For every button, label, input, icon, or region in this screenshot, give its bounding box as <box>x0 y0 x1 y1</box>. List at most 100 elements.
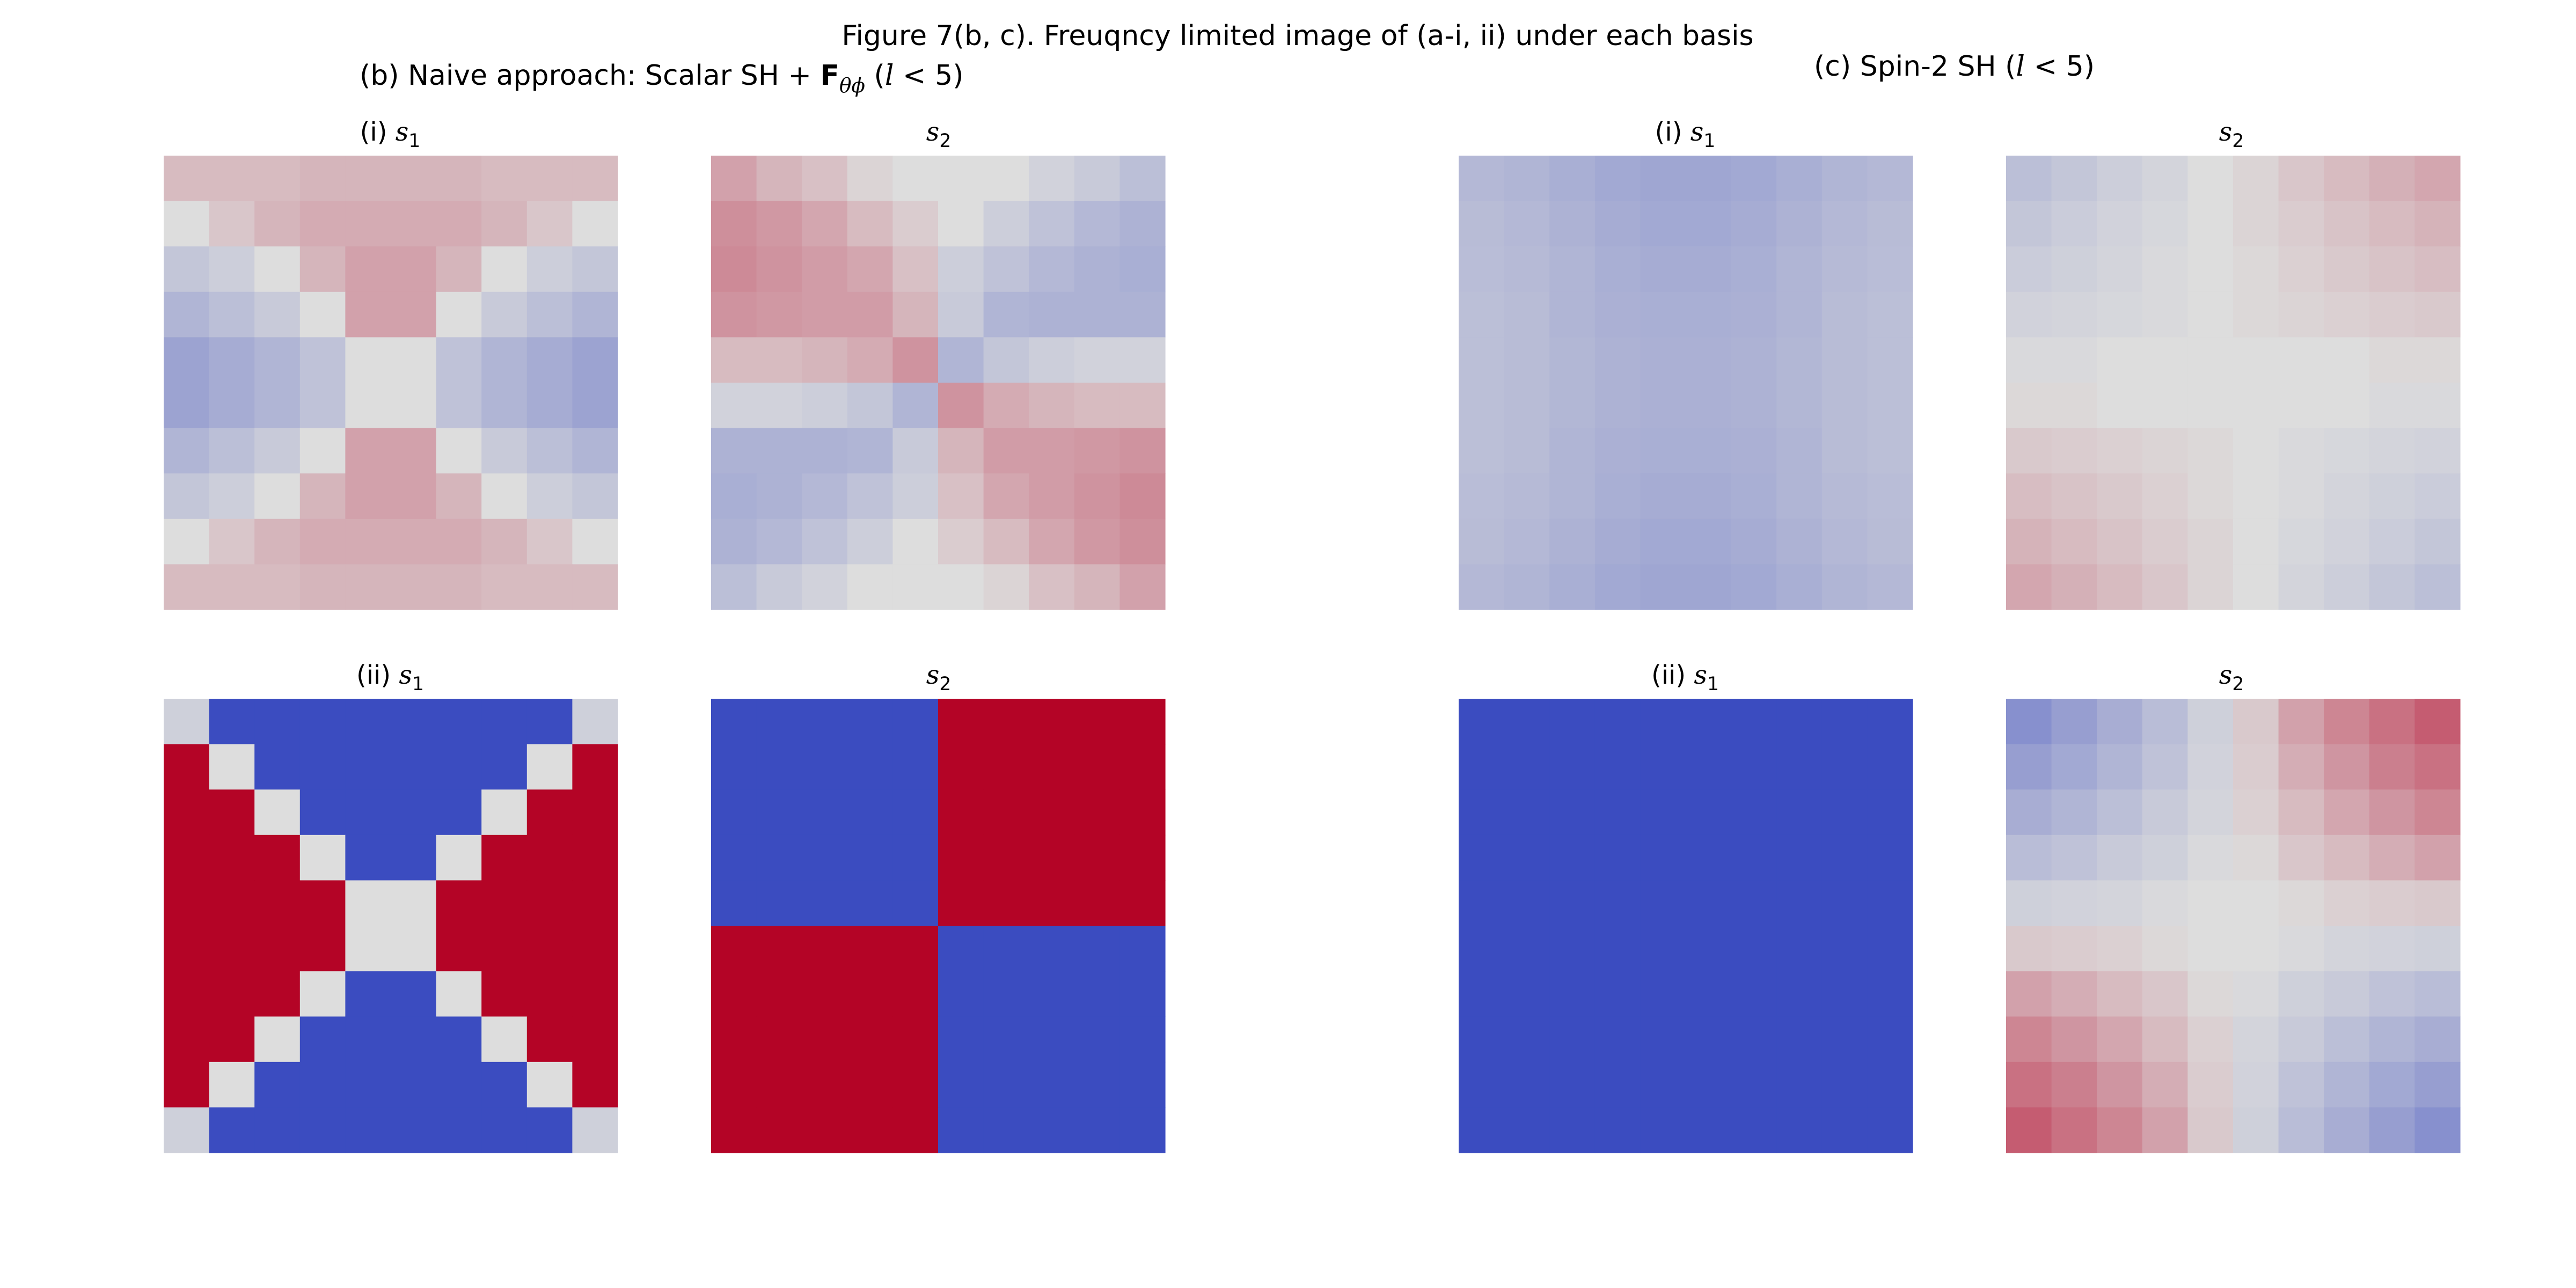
heatmap-cell <box>1074 246 1120 292</box>
heatmap-cell <box>892 835 939 881</box>
heatmap-cell <box>1731 291 1777 338</box>
heatmap-cell <box>391 291 437 338</box>
heatmap-cell <box>2369 699 2415 745</box>
heatmap-cell <box>2097 201 2143 247</box>
heatmap-cell <box>391 1062 437 1108</box>
heatmap-cell <box>2369 428 2415 474</box>
heatmap-cell <box>299 789 346 836</box>
heatmap-cell <box>526 1062 573 1108</box>
heatmap-cell <box>391 971 437 1017</box>
heatmap-cell <box>847 1062 893 1108</box>
heatmap-cell <box>1459 337 1505 383</box>
heatmap-cell <box>164 291 210 338</box>
heatmap-cell <box>938 337 984 383</box>
heatmap-cell <box>481 1107 528 1153</box>
heatmap-cell <box>847 156 893 202</box>
heatmap-cell <box>802 699 848 745</box>
heatmap-cell <box>572 1016 618 1063</box>
heatmap-cell <box>1074 473 1120 519</box>
heatmap-cell <box>1867 246 1913 292</box>
heatmap-cell <box>1776 156 1823 202</box>
heatmap-cell <box>1594 971 1641 1017</box>
heatmap-cell <box>1686 518 1732 565</box>
heatmap-cell <box>164 246 210 292</box>
heatmap-cell <box>2233 1107 2279 1153</box>
heatmap-panel-b-i-s2: s2 <box>711 117 1166 610</box>
heatmap-cell <box>164 699 210 745</box>
heatmap-cell <box>481 880 528 926</box>
heatmap-cell <box>938 428 984 474</box>
heatmap-cell <box>1549 1062 1596 1108</box>
heatmap-cell <box>2142 699 2188 745</box>
heatmap-cell <box>1119 835 1166 881</box>
heatmap-cell <box>1640 1016 1686 1063</box>
heatmap-cell <box>983 156 1029 202</box>
heatmap-cell <box>711 246 757 292</box>
heatmap-cell <box>2278 1107 2324 1153</box>
heatmap-cell <box>2006 156 2052 202</box>
heatmap-cell <box>2051 926 2097 972</box>
heatmap-cell <box>164 564 210 610</box>
heatmap-cell <box>1029 201 1075 247</box>
heatmap-cell <box>1459 201 1505 247</box>
heatmap-cell <box>802 971 848 1017</box>
heatmap-cell <box>756 1016 802 1063</box>
heatmap-cell <box>1074 835 1120 881</box>
heatmap-cell <box>345 337 391 383</box>
heatmap-cell <box>2051 880 2097 926</box>
heatmap-cell <box>1640 835 1686 881</box>
heatmap-cell <box>254 428 301 474</box>
heatmap-cell <box>802 564 848 610</box>
heatmap-cell <box>938 156 984 202</box>
heatmap-cell <box>1504 1107 1550 1153</box>
heatmap-cell <box>2097 926 2143 972</box>
heatmap-cell <box>2006 1062 2052 1108</box>
heatmap-cell <box>1459 880 1505 926</box>
heatmap-cell <box>847 246 893 292</box>
heatmap-cell <box>391 1107 437 1153</box>
heatmap-cell <box>2278 473 2324 519</box>
heatmap-cell <box>1640 926 1686 972</box>
heatmap-cell <box>2006 428 2052 474</box>
heatmap-cell <box>254 518 301 565</box>
heatmap-cell <box>847 835 893 881</box>
heatmap-cell <box>2324 1016 2370 1063</box>
heatmap-cell <box>1867 1107 1913 1153</box>
heatmap-cell <box>299 156 346 202</box>
heatmap-cell <box>526 564 573 610</box>
heatmap-cell <box>1867 789 1913 836</box>
heatmap-cell <box>756 337 802 383</box>
heatmap-cell <box>2006 201 2052 247</box>
heatmap-cell <box>1549 744 1596 790</box>
heatmap-cell <box>756 1062 802 1108</box>
heatmap-cell <box>2414 926 2461 972</box>
heatmap-cell <box>1459 1062 1505 1108</box>
heatmap-cell <box>2097 880 2143 926</box>
heatmap-cell <box>1776 428 1823 474</box>
heatmap-cell <box>2414 156 2461 202</box>
heatmap-cell <box>1029 246 1075 292</box>
heatmap-cell <box>1731 156 1777 202</box>
heatmap-cell <box>2142 428 2188 474</box>
heatmap-cell <box>209 1107 255 1153</box>
heatmap-cell <box>209 971 255 1017</box>
heatmap-cell <box>847 428 893 474</box>
heatmap-cell <box>391 744 437 790</box>
heatmap-cell <box>2369 1016 2415 1063</box>
heatmap-cell <box>2278 428 2324 474</box>
heatmap-cell <box>1119 564 1166 610</box>
heatmap-cell <box>1459 971 1505 1017</box>
heatmap-cell <box>938 835 984 881</box>
heatmap-cell <box>2051 473 2097 519</box>
heatmap-cell <box>1029 1062 1075 1108</box>
heatmap-cell <box>1686 473 1732 519</box>
heatmap-cell <box>1504 291 1550 338</box>
heatmap-cell <box>1594 1016 1641 1063</box>
heatmap-cell <box>938 291 984 338</box>
heatmap-cell <box>345 564 391 610</box>
heatmap-cell <box>1549 337 1596 383</box>
heatmap-cell <box>1821 156 1868 202</box>
heatmap-cell <box>391 1016 437 1063</box>
heatmap-cell <box>391 246 437 292</box>
heatmap-cell <box>1776 1107 1823 1153</box>
